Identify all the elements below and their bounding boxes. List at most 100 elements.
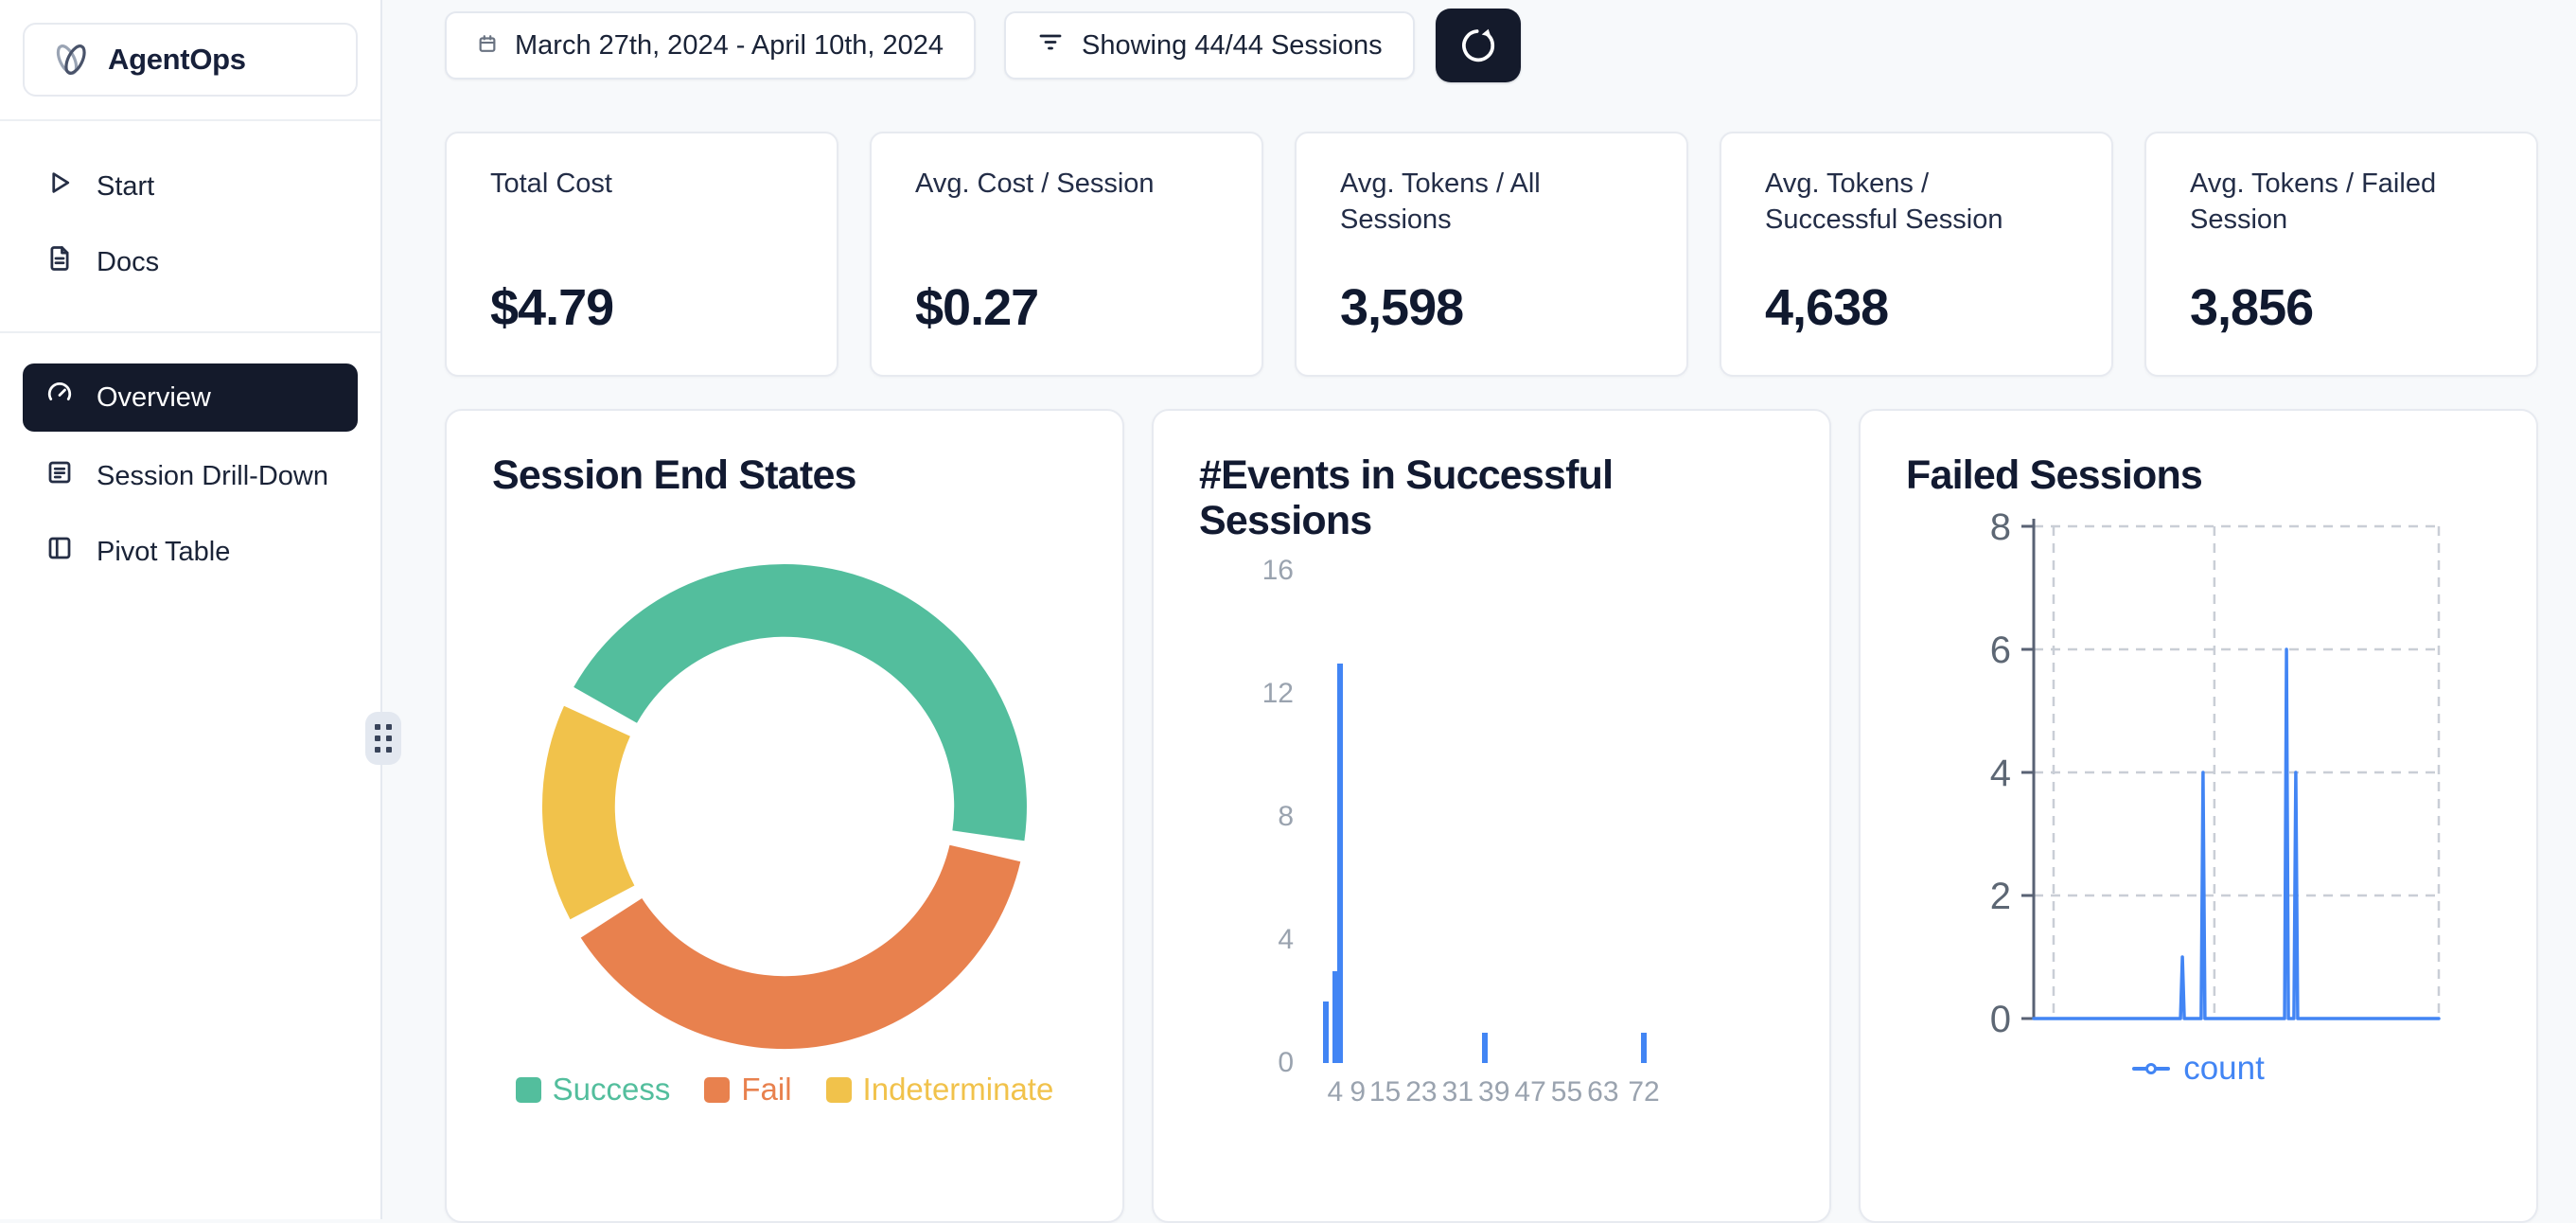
legend-swatch-success <box>515 1076 541 1103</box>
stat-label: Avg. Tokens / All Sessions <box>1340 168 1541 236</box>
stat-card-avg-tokens-all: Avg. Tokens / All Sessions 3,598 <box>1295 132 1688 377</box>
stat-card-total-cost: Total Cost $4.79 <box>445 132 838 377</box>
chart-title: Failed Sessions <box>1906 452 2203 498</box>
failed-sessions-svg: 0 2 4 6 8 <box>1990 506 2441 1040</box>
chart-title: Session End States <box>492 452 856 498</box>
sidebar-nav-main: Overview Session Drill-Down <box>0 333 380 613</box>
bar <box>1641 1032 1648 1064</box>
sidebar-divider <box>0 331 380 333</box>
sidebar-item-label: Docs <box>97 246 160 277</box>
play-icon <box>45 168 74 204</box>
sidebar-item-session-drill-down[interactable]: Session Drill-Down <box>23 445 358 507</box>
legend-item-indeterminate[interactable]: Indeterminate <box>825 1072 1054 1108</box>
line-series-icon <box>2132 1063 2171 1075</box>
sidebar-item-pivot-table[interactable]: Pivot Table <box>23 521 358 583</box>
legend-label: Fail <box>741 1072 792 1108</box>
x-axis-tick-label: 4 <box>1327 1076 1344 1108</box>
stat-value: 3,856 <box>2190 279 2314 336</box>
app-logo[interactable]: AgentOps <box>23 23 358 97</box>
date-range-label: March 27th, 2024 - April 10th, 2024 <box>515 29 944 61</box>
calendar-icon <box>477 30 498 62</box>
y-axis-tick-label: 2 <box>1990 876 2011 917</box>
sidebar-resize-handle[interactable] <box>365 712 401 765</box>
sidebar-divider <box>0 119 380 121</box>
sidebar-spacer <box>0 293 380 331</box>
bar <box>1323 1001 1330 1064</box>
date-range-button[interactable]: March 27th, 2024 - April 10th, 2024 <box>445 11 977 80</box>
stat-label: Avg. Tokens / Successful Session <box>1765 168 2003 236</box>
y-axis-tick-label: 0 <box>1278 1047 1294 1079</box>
main-content: March 27th, 2024 - April 10th, 2024 Show… <box>382 0 2576 1223</box>
donut-segment-indeterminate[interactable] <box>541 705 635 920</box>
sessions-filter-button[interactable]: Showing 44/44 Sessions <box>1004 11 1415 80</box>
x-axis-tick-label: 39 <box>1478 1076 1510 1108</box>
paperclips-icon <box>49 36 93 84</box>
sidebar-item-label: Start <box>97 170 155 202</box>
donut-chart <box>492 560 1077 1053</box>
donut-legend: Success Fail Indeterminate <box>492 1072 1077 1108</box>
bar <box>1336 663 1343 1064</box>
refresh-icon <box>1454 20 1503 72</box>
sessions-filter-label: Showing 44/44 Sessions <box>1082 29 1383 61</box>
y-axis-tick-label: 12 <box>1262 678 1294 710</box>
x-axis-tick-label: 31 <box>1441 1076 1474 1108</box>
list-box-icon <box>45 458 74 494</box>
donut-svg <box>541 564 1027 1050</box>
legend-swatch-fail <box>704 1076 731 1103</box>
x-axis-tick-label: 55 <box>1550 1076 1583 1108</box>
legend-item-fail[interactable]: Fail <box>704 1072 792 1108</box>
donut-segment-fail[interactable] <box>580 844 1021 1050</box>
chart-card-session-end-states: Session End States Success Fail <box>445 409 1124 1223</box>
legend-label: Success <box>552 1072 671 1108</box>
x-axis-tick-label: 47 <box>1514 1076 1546 1108</box>
bar <box>1482 1032 1489 1064</box>
failed-sessions-chart: 0 2 4 6 8 <box>1906 506 2491 1046</box>
stat-card-avg-cost-session: Avg. Cost / Session $0.27 <box>870 132 1263 377</box>
filter-lines-icon <box>1036 27 1065 63</box>
x-axis-tick-label: 23 <box>1405 1076 1438 1108</box>
stat-cards-row: Total Cost $4.79 Avg. Cost / Session $0.… <box>445 132 2538 377</box>
stat-label: Total Cost <box>490 168 612 199</box>
topbar: March 27th, 2024 - April 10th, 2024 Show… <box>445 9 2538 82</box>
stat-value: $4.79 <box>490 279 614 336</box>
count-legend[interactable]: count <box>1906 1050 2491 1088</box>
chart-title: #Events in Successful Sessions <box>1199 452 1614 544</box>
bar <box>1332 970 1338 1064</box>
legend-item-success[interactable]: Success <box>515 1072 671 1108</box>
chart-card-failed-sessions: Failed Sessions 0 2 4 6 8 count <box>1859 409 2538 1223</box>
refresh-button[interactable] <box>1435 9 1521 82</box>
legend-label: Indeterminate <box>862 1072 1054 1108</box>
events-bar-chart: 0 4 8 12 16 4 9 15 23 31 39 47 55 63 72 <box>1199 555 1784 1142</box>
legend-swatch-indeterminate <box>825 1076 852 1103</box>
y-axis-tick-label: 4 <box>1990 753 2011 794</box>
chart-card-events-successful: #Events in Successful Sessions 0 4 8 12 16 4 9… <box>1152 409 1831 1223</box>
stat-label: Avg. Tokens / Failed Session <box>2190 168 2437 236</box>
y-axis-tick-label: 6 <box>1990 629 2011 671</box>
y-axis-tick-label: 4 <box>1278 924 1294 956</box>
stat-value: 3,598 <box>1340 279 1464 336</box>
stat-value: 4,638 <box>1765 279 1889 336</box>
count-line-series <box>2032 647 2441 1020</box>
stat-value: $0.27 <box>915 279 1039 336</box>
sidebar-item-docs[interactable]: Docs <box>23 231 358 293</box>
stat-card-avg-tokens-successful: Avg. Tokens / Successful Session 4,638 <box>1720 132 2113 377</box>
document-icon <box>45 244 74 280</box>
x-axis-tick-label: 72 <box>1628 1076 1660 1108</box>
sidebar-item-overview[interactable]: Overview <box>23 363 358 432</box>
stat-label: Avg. Cost / Session <box>915 168 1155 199</box>
donut-segment-success[interactable] <box>573 564 1027 842</box>
y-axis-tick-label: 0 <box>1990 999 2011 1040</box>
stat-card-avg-tokens-failed: Avg. Tokens / Failed Session 3,856 <box>2144 132 2538 377</box>
y-axis-tick-label: 8 <box>1278 801 1294 833</box>
x-axis-tick-label: 9 <box>1350 1076 1367 1108</box>
sidebar-item-start[interactable]: Start <box>23 155 358 218</box>
panel-left-icon <box>45 534 74 570</box>
sidebar-item-label: Overview <box>97 381 211 413</box>
y-axis-tick-label: 8 <box>1990 511 2011 548</box>
count-legend-label: count <box>2183 1050 2265 1088</box>
x-axis-tick-label: 63 <box>1587 1076 1619 1108</box>
gauge-icon <box>45 380 74 416</box>
sidebar: AgentOps Start <box>0 0 382 1219</box>
app-name: AgentOps <box>108 43 246 76</box>
y-axis-tick-label: 16 <box>1262 555 1294 587</box>
